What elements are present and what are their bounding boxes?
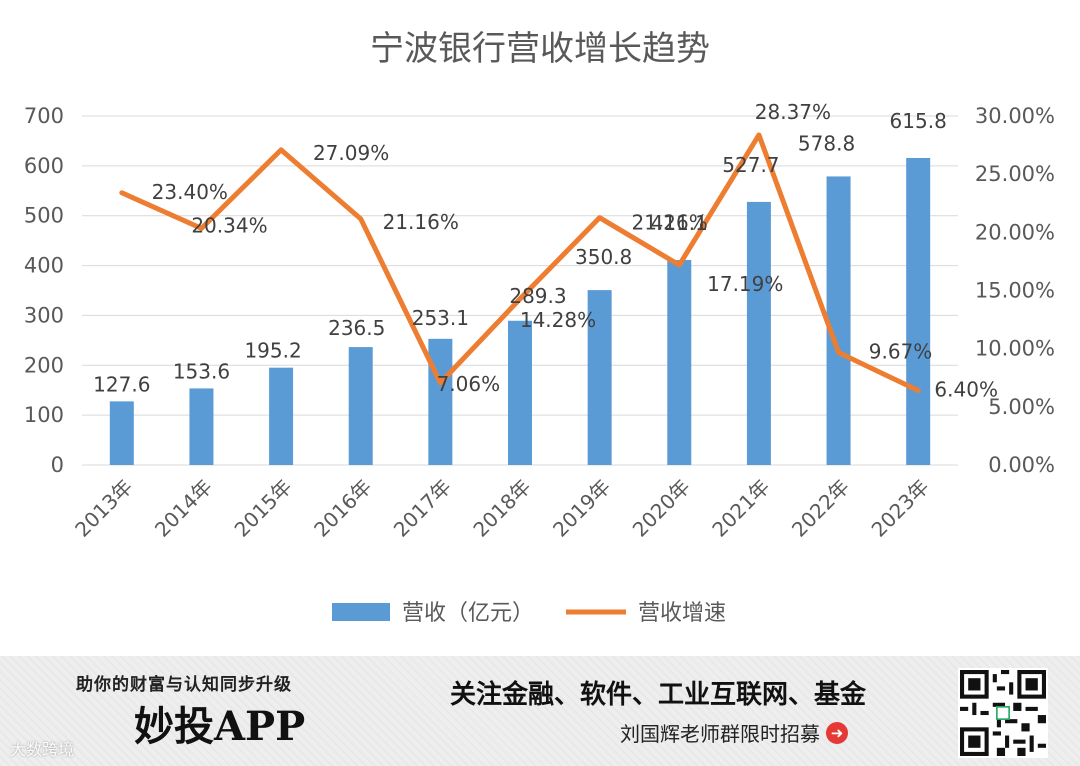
watermark: 大数跨境 — [10, 740, 75, 759]
left-axis-tick: 100 — [24, 403, 64, 427]
line-point — [358, 216, 363, 221]
right-axis-tick: 0.00% — [988, 453, 1055, 477]
left-axis-tick: 300 — [24, 303, 64, 327]
bar-data-label: 527.7 — [722, 153, 779, 177]
bar — [746, 201, 771, 465]
promo-banner[interactable]: 助你的财富与认知同步升级 妙投APP 大数跨境 关注金融、软件、工业互联网、基金… — [0, 656, 1080, 766]
bar — [189, 388, 214, 465]
bar-data-label: 615.8 — [890, 109, 947, 133]
line-data-label: 9.67% — [869, 340, 933, 364]
line-point — [836, 350, 841, 355]
bar-data-label: 153.6 — [173, 359, 230, 383]
x-axis-tick: 2014年 — [150, 475, 217, 542]
line-data-label: 21.26% — [632, 211, 708, 235]
bar — [587, 290, 612, 465]
line-data-label: 23.40% — [152, 180, 228, 204]
x-axis-tick: 2020年 — [628, 475, 695, 542]
line-point — [199, 226, 204, 231]
line-data-label: 21.16% — [383, 210, 459, 234]
chart-area: 宁波银行营收增长趋势 0 100 200 300 400 500 600 700 0.00% 5.0… — [23, 29, 1055, 626]
arrow-right-icon[interactable]: ➜ — [826, 721, 848, 744]
bar — [826, 176, 851, 465]
x-axis-tick: 2013年 — [70, 475, 137, 542]
bar-data-label: 289.3 — [509, 284, 566, 308]
line-point — [279, 147, 284, 152]
left-axis-tick: 500 — [24, 204, 64, 228]
line-data-label: 27.09% — [313, 141, 389, 165]
bar-data-label: 350.8 — [575, 245, 632, 269]
banner-subline[interactable]: 刘国辉老师群限时招募 ➜ — [620, 718, 848, 747]
line-point — [119, 190, 124, 195]
x-axis-tick: 2018年 — [468, 475, 535, 542]
line-point — [438, 380, 443, 385]
bar — [269, 367, 294, 465]
line-point — [916, 388, 921, 393]
legend-label-bar: 营收（亿元） — [402, 601, 534, 626]
right-axis-tick: 30.00% — [975, 104, 1055, 128]
bar-data-label: 411.1 — [651, 211, 708, 235]
x-axis-tick: 2017年 — [389, 475, 456, 542]
right-axis-tick: 10.00% — [975, 337, 1055, 361]
legend-label-line: 营收增速 — [638, 601, 726, 626]
line-point — [756, 132, 761, 137]
bar-data-label: 253.1 — [412, 306, 469, 330]
banner-headline: 关注金融、软件、工业互联网、基金 — [450, 680, 867, 710]
right-axis-tick: 15.00% — [975, 279, 1055, 303]
bar-data-label: 578.8 — [798, 131, 855, 155]
bar — [667, 260, 692, 465]
legend-swatch-bar — [332, 603, 390, 621]
qr-code-icon[interactable] — [958, 668, 1048, 758]
line-data-label: 28.37% — [755, 100, 831, 124]
line-data-label: 20.34% — [191, 213, 267, 237]
bar — [906, 157, 931, 465]
line-data-label: 6.40% — [934, 378, 998, 402]
left-axis-tick: 400 — [24, 254, 64, 278]
line-point — [597, 215, 602, 220]
x-axis-tick: 2019年 — [548, 475, 615, 542]
x-axis-tick: 2023年 — [867, 475, 934, 542]
left-axis-tick: 600 — [24, 154, 64, 178]
left-axis-tick: 700 — [24, 104, 64, 128]
left-axis-tick: 0 — [51, 453, 64, 477]
banner-subline-text: 刘国辉老师群限时招募 — [620, 722, 820, 746]
right-axis-tick: 20.00% — [975, 220, 1055, 244]
x-axis-tick: 2015年 — [230, 475, 297, 542]
right-axis-tick: 25.00% — [975, 162, 1055, 186]
line-data-label: 7.06% — [437, 372, 501, 396]
line-point — [518, 296, 522, 301]
right-axis-tick: 5.00% — [988, 395, 1055, 419]
bar — [348, 347, 373, 465]
banner-brand: 妙投APP — [134, 703, 306, 750]
banner-slogan: 助你的财富与认知同步升级 — [76, 675, 292, 695]
left-axis-tick: 200 — [24, 353, 64, 377]
x-axis-tick: 2021年 — [707, 475, 774, 542]
bar-data-label: 236.5 — [328, 316, 385, 340]
bar-data-label: 195.2 — [244, 339, 301, 363]
x-axis-tick: 2022年 — [787, 475, 854, 542]
bar — [508, 320, 532, 465]
bar — [428, 338, 453, 465]
bar-data-label: 127.6 — [93, 372, 150, 396]
line-point — [677, 263, 682, 268]
chart-title: 宁波银行营收增长趋势 — [370, 29, 710, 69]
x-axis-tick: 2016年 — [309, 475, 376, 542]
chart: 宁波银行营收增长趋势 0 100 200 300 400 500 600 700 0.00% 5.0… — [24, 29, 1055, 626]
bar — [109, 401, 134, 465]
line-data-label: 17.19% — [707, 272, 783, 296]
line-data-label: 14.28% — [520, 308, 596, 332]
